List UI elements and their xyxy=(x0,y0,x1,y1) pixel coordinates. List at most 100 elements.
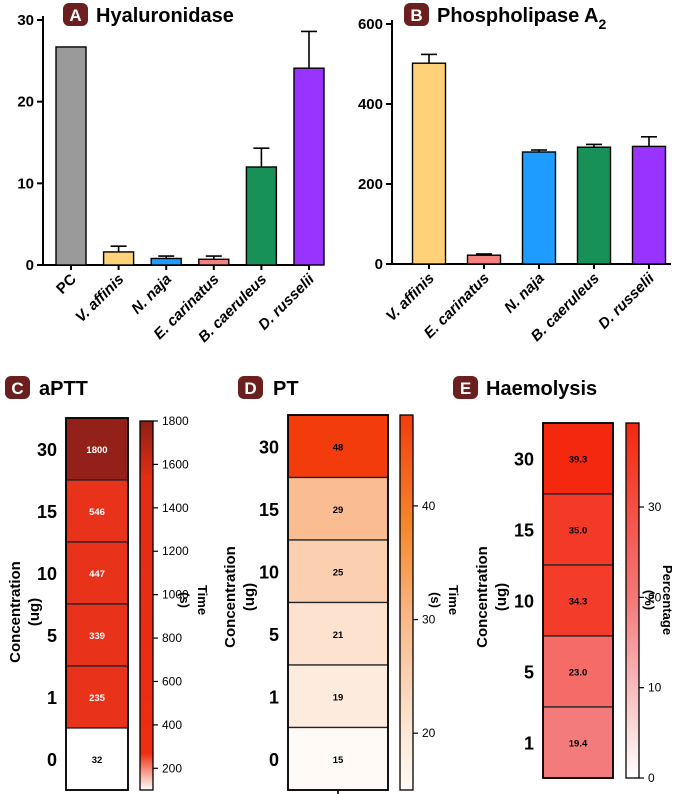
colorbar-tick-label: 40 xyxy=(422,499,436,513)
cell-value: 15 xyxy=(333,755,344,766)
x-category-label: V. affinis xyxy=(72,271,127,326)
colorbar-tick-label: 1800 xyxy=(162,414,189,428)
panel-c-heatmap: 1800 30 546 15 447 10 339 5 235 1 32 0 Concentration… xyxy=(7,414,210,791)
heatmap-cell xyxy=(65,417,129,481)
colorbar xyxy=(399,414,414,791)
colorbar-tick-label: 800 xyxy=(162,631,182,645)
cell-value: 19 xyxy=(333,692,344,703)
y-axis-label-text: Concentration xyxy=(474,546,491,648)
panel-e-haemolysis: E Haemolysis 39.33035.01534.31023.0519.4… xyxy=(453,376,675,785)
panel-a-hyaluronidase: A Hyaluronidase 0 10 20 30 PCV. affinis N. na… xyxy=(17,3,325,346)
panel-d-title: PT xyxy=(273,378,299,400)
panel-b-badge xyxy=(404,3,429,26)
colorbar-label-text: Percentage xyxy=(660,565,675,635)
cell-value: 21 xyxy=(333,630,344,641)
panel-d-letter: D xyxy=(244,379,256,398)
row-label: 10 xyxy=(514,592,534,612)
row-label: 30 xyxy=(259,437,279,457)
heatmap-cell xyxy=(542,564,614,637)
row-label: 1 xyxy=(524,734,534,754)
colorbar-label-text: Time xyxy=(195,585,210,615)
heatmap-cell xyxy=(542,706,614,779)
panel-d-badge xyxy=(238,376,263,399)
cell-value: 447 xyxy=(89,569,105,580)
x-category-label: V. affinis xyxy=(383,270,438,325)
heatmap-cell xyxy=(287,601,389,666)
colorbar xyxy=(139,420,154,791)
x-category-label: N. naja xyxy=(128,271,175,318)
heatmap-cell xyxy=(287,476,389,541)
x-category-label: PC xyxy=(53,271,80,298)
colorbar-label-text: Time xyxy=(446,585,461,615)
panel-c-title: aPTT xyxy=(39,378,88,400)
heatmap-frame xyxy=(65,417,129,791)
x-category-label: N. naja xyxy=(501,270,548,317)
panel-b-title-main: Phospholipase A xyxy=(437,5,599,27)
row-label: 1 xyxy=(47,688,57,708)
bar xyxy=(521,151,557,265)
colorbar-label: Time(s) xyxy=(428,585,461,615)
y-axis-label-unit: (ug) xyxy=(493,583,510,611)
bar xyxy=(55,46,87,266)
bar xyxy=(631,145,667,265)
row-label: 30 xyxy=(37,440,57,460)
heatmap-cell xyxy=(65,727,129,791)
cell-value: 339 xyxy=(89,631,105,642)
y-tick-label: 30 xyxy=(17,12,34,29)
y-axis-label-unit: (ug) xyxy=(241,583,258,611)
colorbar xyxy=(625,422,640,779)
cell-value: 48 xyxy=(333,442,344,453)
bar xyxy=(466,254,502,265)
heatmap-cell xyxy=(287,726,389,791)
heatmap-cell xyxy=(65,479,129,543)
row-label: 0 xyxy=(269,750,279,770)
row-label: 0 xyxy=(47,750,57,770)
colorbar-tick-label: 20 xyxy=(648,590,662,604)
panel-b-title-subscript: 2 xyxy=(599,16,607,32)
bar xyxy=(198,258,230,266)
bar xyxy=(576,146,612,265)
panel-d-heatmap: 48 30 29 15 25 10 21 5 19 1 15 0 Concentration (ug) 40… xyxy=(222,414,461,794)
y-tick-label: 600 xyxy=(358,16,383,33)
panel-c-aptt: C aPTT 1800 30 546 15 447 10 339 5 235 1 32 0 Concen… xyxy=(5,376,210,791)
y-axis-label-text: Concentration xyxy=(7,561,24,663)
y-tick-label: 0 xyxy=(375,256,383,273)
panel-c-letter: C xyxy=(11,379,23,398)
colorbar-label: Percentage(%) xyxy=(642,565,675,635)
cell-value: 29 xyxy=(333,505,344,516)
row-label: 10 xyxy=(259,562,279,582)
colorbar-label-unit: (%) xyxy=(642,590,657,610)
cell-value: 35.0 xyxy=(569,526,588,537)
x-category-label: D. russelii xyxy=(595,269,658,332)
cell-value: 32 xyxy=(92,755,103,766)
panel-e-title: Haemolysis xyxy=(486,378,597,400)
heatmap-cell xyxy=(287,664,389,729)
y-axis-label: Concentration (ug) xyxy=(7,561,43,663)
panel-e-badge xyxy=(453,376,478,399)
cell-value: 23.0 xyxy=(569,668,588,679)
y-tick-label: 10 xyxy=(17,175,34,192)
row-label: 15 xyxy=(259,500,279,520)
heatmap-frame xyxy=(542,422,614,779)
bar xyxy=(293,67,325,266)
colorbar-label: Time(s) xyxy=(177,585,210,615)
y-axis-label: Concentration (ug) xyxy=(222,546,258,648)
y-tick-label: 0 xyxy=(26,257,34,274)
cell-value: 235 xyxy=(89,693,106,704)
colorbar-tick-label: 0 xyxy=(648,771,655,785)
row-label: 5 xyxy=(269,625,279,645)
colorbar-tick-label: 400 xyxy=(162,718,182,732)
heatmap-cell xyxy=(65,541,129,605)
cell-value: 1800 xyxy=(86,445,107,456)
row-label: 5 xyxy=(47,626,57,646)
row-label: 5 xyxy=(524,663,534,683)
panel-a-title: Hyaluronidase xyxy=(96,5,234,27)
colorbar-tick-label: 600 xyxy=(162,674,182,688)
colorbar-tick-label: 1000 xyxy=(162,588,189,602)
heatmap-cell xyxy=(65,603,129,667)
cell-value: 546 xyxy=(89,507,105,518)
